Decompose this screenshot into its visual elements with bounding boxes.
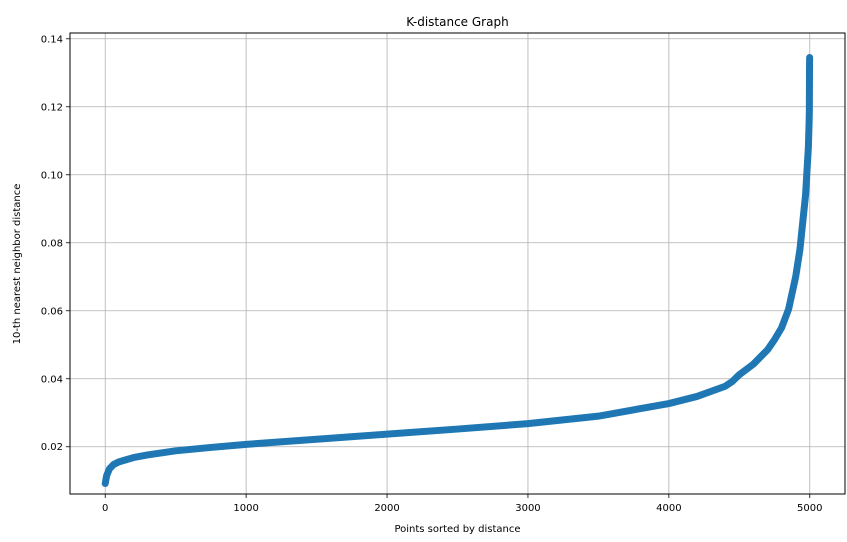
data-point-marker [802,192,809,198]
x-tick-label: 1000 [233,503,258,514]
x-tick-label: 4000 [656,503,681,514]
x-tick-label: 5000 [797,503,822,514]
y-tick-label: 0.06 [41,306,63,317]
y-tick-label: 0.02 [41,442,63,453]
gridlines [70,33,845,494]
data-point-marker [807,54,813,61]
y-tick-label: 0.12 [41,102,63,113]
y-axis-ticks: 0.02 0.04 0.06 0.08 0.10 0.12 0.14 [41,34,70,453]
y-axis-label: 10-th nearest neighbor distance [12,184,23,345]
data-point-marker [806,121,812,127]
data-point-marker [806,107,812,113]
series-line [104,57,811,484]
x-tick-label: 0 [102,503,108,514]
x-tick-label: 3000 [515,503,540,514]
data-point-marker [804,168,810,174]
data-series [101,53,814,487]
y-tick-label: 0.10 [41,170,63,181]
data-point-marker [806,66,813,72]
data-point-marker [800,219,806,225]
y-tick-label: 0.04 [41,374,63,385]
y-tick-label: 0.14 [41,34,63,45]
chart-title: K-distance Graph [406,15,508,29]
plot-frame [69,32,846,495]
data-point-marker [805,144,811,151]
x-axis-ticks: 0 1000 2000 3000 4000 5000 [102,494,822,514]
x-tick-label: 2000 [374,503,399,514]
x-axis-label: Points sorted by distance [394,524,520,535]
y-tick-label: 0.08 [41,238,63,249]
